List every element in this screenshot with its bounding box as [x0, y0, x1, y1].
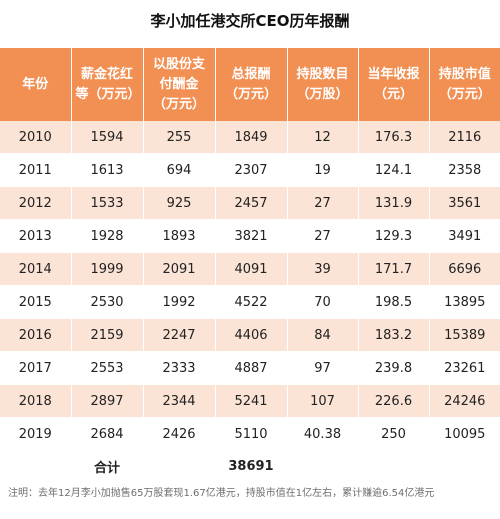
table-row: 2013 1928 1893 3821 27 129.3 3491 [0, 219, 500, 253]
cell-shares-held: 84 [287, 318, 359, 352]
cell-holding-value: 15389 [429, 318, 500, 352]
table-title: 李小加任港交所CEO历年报酬 [150, 12, 350, 30]
cell-share-payment: 2091 [143, 252, 216, 286]
total-spacer [287, 450, 359, 482]
cell-salary: 1613 [71, 153, 144, 187]
cell-total-pay: 4887 [215, 351, 288, 385]
cell-shares-held: 40.38 [287, 417, 359, 451]
cell-year: 2019 [0, 417, 72, 451]
total-spacer [143, 450, 216, 482]
cell-shares-held: 39 [287, 252, 359, 286]
cell-total-pay: 4091 [215, 252, 288, 286]
cell-shares-held: 19 [287, 153, 359, 187]
cell-salary: 2530 [71, 285, 144, 319]
cell-total-pay: 4406 [215, 318, 288, 352]
cell-total-pay: 2307 [215, 153, 288, 187]
cell-salary: 1594 [71, 121, 144, 154]
cell-holding-value: 3561 [429, 186, 500, 220]
header-total-pay: 总报酬（万元） [215, 48, 288, 121]
cell-salary: 2159 [71, 318, 144, 352]
cell-total-pay: 5241 [215, 384, 288, 418]
cell-total-pay: 1849 [215, 121, 288, 154]
cell-year: 2011 [0, 153, 72, 187]
total-label: 合计 [71, 450, 144, 482]
cell-year: 2014 [0, 252, 72, 286]
cell-holding-value: 24246 [429, 384, 500, 418]
cell-shares-held: 70 [287, 285, 359, 319]
cell-share-payment: 255 [143, 121, 216, 154]
cell-close-price: 198.5 [358, 285, 430, 319]
cell-salary: 2684 [71, 417, 144, 451]
total-spacer [0, 450, 72, 482]
cell-close-price: 171.7 [358, 252, 430, 286]
cell-year: 2012 [0, 186, 72, 220]
footnote: 注明：去年12月李小加抛售65万股套现1.67亿港元，持股市值在1亿左右，累计赚… [8, 488, 435, 499]
header-holding-value: 持股市值（万元） [429, 48, 500, 121]
cell-close-price: 131.9 [358, 186, 430, 220]
cell-year: 2010 [0, 121, 72, 154]
cell-shares-held: 27 [287, 186, 359, 220]
table-row: 2018 2897 2344 5241 107 226.6 24246 [0, 384, 500, 418]
total-value: 38691 [215, 450, 288, 482]
header-share-payment: 以股份支付酬金（万元） [143, 48, 216, 121]
cell-holding-value: 13895 [429, 285, 500, 319]
table-row: 2012 1533 925 2457 27 131.9 3561 [0, 186, 500, 220]
cell-close-price: 176.3 [358, 121, 430, 154]
cell-close-price: 129.3 [358, 219, 430, 253]
header-close-price: 当年收报（元） [358, 48, 430, 121]
cell-close-price: 124.1 [358, 153, 430, 187]
total-spacer [358, 450, 430, 482]
cell-salary: 1533 [71, 186, 144, 220]
cell-share-payment: 2344 [143, 384, 216, 418]
cell-year: 2016 [0, 318, 72, 352]
header-row: 年份 薪金花红等（万元） 以股份支付酬金（万元） 总报酬（万元） 持股数目（万股… [0, 48, 500, 121]
table-row: 2016 2159 2247 4406 84 183.2 15389 [0, 318, 500, 352]
cell-close-price: 250 [358, 417, 430, 451]
cell-shares-held: 12 [287, 121, 359, 154]
cell-year: 2017 [0, 351, 72, 385]
total-row: 合计 38691 [0, 450, 500, 482]
header-year: 年份 [0, 48, 72, 121]
cell-share-payment: 1992 [143, 285, 216, 319]
table-row: 2010 1594 255 1849 12 176.3 2116 [0, 121, 500, 154]
cell-share-payment: 694 [143, 153, 216, 187]
cell-close-price: 183.2 [358, 318, 430, 352]
cell-close-price: 226.6 [358, 384, 430, 418]
cell-holding-value: 3491 [429, 219, 500, 253]
cell-holding-value: 2358 [429, 153, 500, 187]
cell-share-payment: 1893 [143, 219, 216, 253]
cell-salary: 1928 [71, 219, 144, 253]
table-row: 2014 1999 2091 4091 39 171.7 6696 [0, 252, 500, 286]
cell-holding-value: 10095 [429, 417, 500, 451]
cell-salary: 1999 [71, 252, 144, 286]
cell-total-pay: 3821 [215, 219, 288, 253]
cell-share-payment: 2247 [143, 318, 216, 352]
table-row: 2011 1613 694 2307 19 124.1 2358 [0, 153, 500, 187]
compensation-table: 年份 薪金花红等（万元） 以股份支付酬金（万元） 总报酬（万元） 持股数目（万股… [0, 48, 500, 482]
cell-share-payment: 925 [143, 186, 216, 220]
cell-holding-value: 23261 [429, 351, 500, 385]
table-row: 2017 2553 2333 4887 97 239.8 23261 [0, 351, 500, 385]
cell-share-payment: 2426 [143, 417, 216, 451]
cell-total-pay: 5110 [215, 417, 288, 451]
table-row: 2019 2684 2426 5110 40.38 250 10095 [0, 417, 500, 451]
cell-shares-held: 107 [287, 384, 359, 418]
header-shares-held: 持股数目（万股） [287, 48, 359, 121]
cell-total-pay: 4522 [215, 285, 288, 319]
cell-holding-value: 2116 [429, 121, 500, 154]
cell-holding-value: 6696 [429, 252, 500, 286]
cell-share-payment: 2333 [143, 351, 216, 385]
total-spacer [429, 450, 500, 482]
cell-total-pay: 2457 [215, 186, 288, 220]
cell-shares-held: 27 [287, 219, 359, 253]
cell-close-price: 239.8 [358, 351, 430, 385]
cell-salary: 2553 [71, 351, 144, 385]
cell-year: 2013 [0, 219, 72, 253]
cell-shares-held: 97 [287, 351, 359, 385]
cell-year: 2018 [0, 384, 72, 418]
table-row: 2015 2530 1992 4522 70 198.5 13895 [0, 285, 500, 319]
header-salary: 薪金花红等（万元） [71, 48, 144, 121]
cell-salary: 2897 [71, 384, 144, 418]
cell-year: 2015 [0, 285, 72, 319]
